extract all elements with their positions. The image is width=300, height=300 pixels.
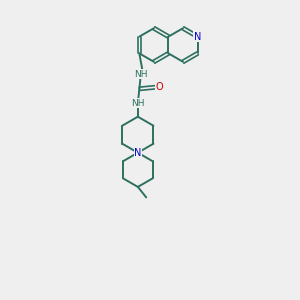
Text: NH: NH bbox=[134, 70, 148, 79]
Text: N: N bbox=[194, 32, 201, 42]
Text: NH: NH bbox=[131, 99, 145, 108]
Text: N: N bbox=[134, 148, 142, 158]
Text: O: O bbox=[155, 82, 163, 92]
